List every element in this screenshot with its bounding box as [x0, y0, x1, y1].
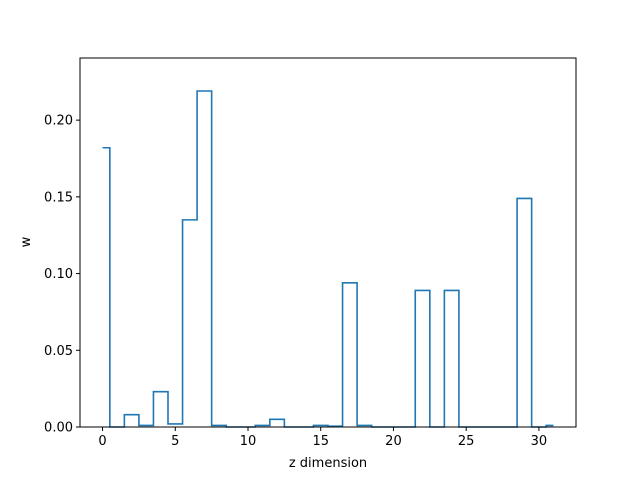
- y-tick-label: 0.05: [44, 344, 73, 359]
- y-tick-label: 0.20: [44, 114, 73, 129]
- x-tick-label: 30: [531, 434, 548, 449]
- y-tick-label: 0.15: [44, 190, 73, 205]
- series-line-0: [102, 90, 554, 428]
- x-axis-label: z dimension: [289, 456, 367, 471]
- x-tick-label: 0: [98, 434, 106, 449]
- x-tick-label: 5: [171, 434, 179, 449]
- x-tick-label: 10: [240, 434, 257, 449]
- plot-frame: [79, 57, 577, 428]
- x-tick-label: 20: [385, 434, 402, 449]
- x-tick-label: 15: [312, 434, 329, 449]
- plot-area: [79, 57, 577, 428]
- y-tick-label: 0.00: [44, 421, 73, 436]
- x-tick-label: 25: [458, 434, 475, 449]
- y-axis-ticks: 0.00 0.05 0.10 0.15 0.20: [44, 114, 80, 436]
- y-axis-label: w: [19, 236, 34, 247]
- x-axis-ticks: 0 5 10 15 20 25 30: [98, 427, 547, 449]
- y-tick-label: 0.10: [44, 267, 73, 282]
